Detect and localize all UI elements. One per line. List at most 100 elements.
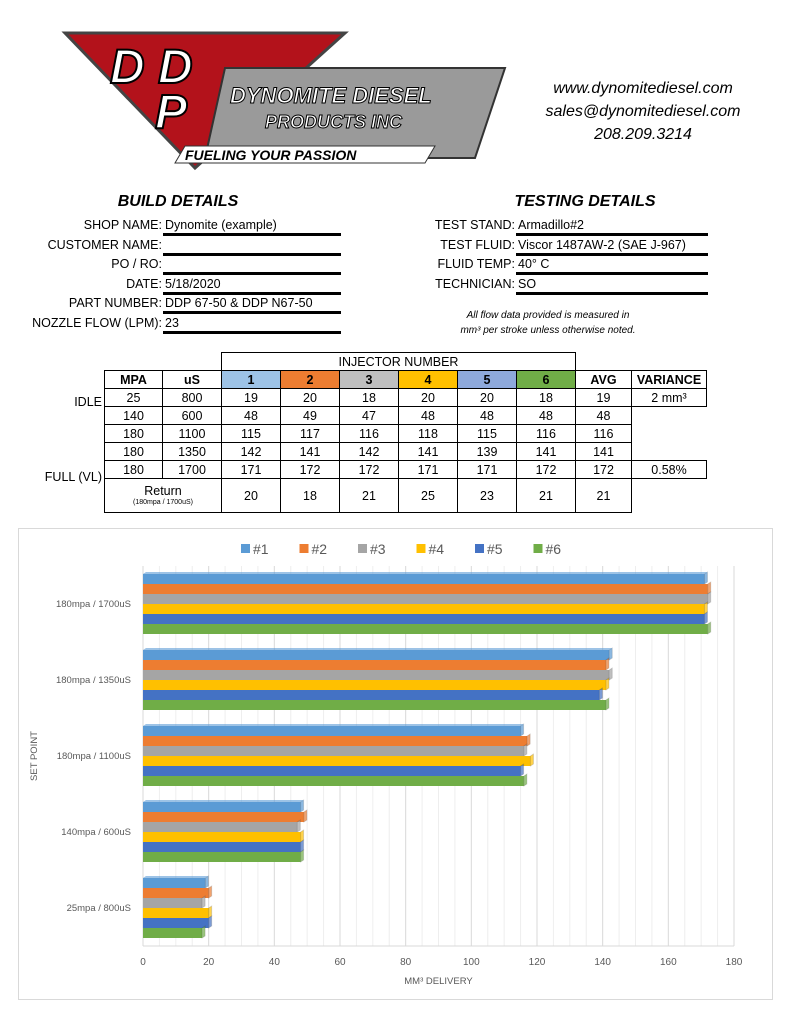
bar-injector-3 bbox=[143, 746, 524, 756]
table-cell: 116 bbox=[516, 424, 576, 443]
bar-injector-6 bbox=[143, 624, 708, 634]
build-field-value: DDP 67-50 & DDP N67-50 bbox=[165, 296, 313, 311]
legend-swatch bbox=[475, 544, 484, 553]
legend-swatch bbox=[416, 544, 426, 553]
table-cell: 141 bbox=[516, 442, 576, 461]
return-cell: 20 bbox=[221, 478, 281, 513]
legend-label: #1 bbox=[253, 541, 269, 557]
table-row: 180 1700 171 172 172 171 171 172 172 0.58% bbox=[104, 460, 707, 479]
table-cell: 19 bbox=[221, 388, 281, 407]
table-cell: 141 bbox=[575, 442, 632, 461]
table-cell: 180 bbox=[104, 460, 163, 479]
bar-injector-5 bbox=[143, 766, 521, 776]
bar-side bbox=[303, 809, 308, 823]
x-tick-label: 180 bbox=[726, 957, 743, 968]
email-link[interactable]: sales@dynomitediesel.com bbox=[545, 103, 741, 120]
table-cell: 1700 bbox=[162, 460, 222, 479]
bar-injector-4 bbox=[143, 908, 209, 918]
x-tick-label: 100 bbox=[463, 957, 480, 968]
bar-injector-2 bbox=[143, 660, 606, 670]
table-cell: 142 bbox=[221, 442, 281, 461]
legend-swatch bbox=[241, 544, 250, 553]
table-cell: 171 bbox=[398, 460, 458, 479]
bar-injector-6 bbox=[143, 776, 524, 786]
table-cell: 48 bbox=[516, 406, 576, 425]
table-cell: 116 bbox=[575, 424, 632, 443]
table-cell: 20 bbox=[280, 388, 340, 407]
website-link[interactable]: www.dynomitediesel.com bbox=[553, 80, 733, 97]
test-field-label: TEST STAND: bbox=[434, 218, 515, 232]
x-tick-label: 20 bbox=[203, 957, 215, 968]
table-row: 140 600 48 49 47 48 48 48 48 bbox=[104, 406, 707, 425]
bar-side bbox=[703, 571, 708, 585]
return-cell: 21 bbox=[516, 478, 576, 513]
build-field-label: CUSTOMER NAME: bbox=[47, 237, 162, 252]
x-axis-title: MM³ DELIVERY bbox=[404, 976, 473, 987]
return-row: Return (180mpa / 1700uS) 20 18 21 25 23 21 21 bbox=[104, 478, 707, 513]
bar-injector-1 bbox=[143, 802, 301, 812]
build-field-label: DATE: bbox=[126, 276, 162, 291]
bar-side bbox=[208, 915, 213, 929]
bar-injector-2 bbox=[143, 584, 708, 594]
test-field-value: Armadillo#2 bbox=[518, 218, 585, 232]
injector-number-header: INJECTOR NUMBER bbox=[221, 352, 576, 371]
svg-text:FUELING YOUR PASSION: FUELING YOUR PASSION bbox=[185, 147, 357, 163]
bar-side bbox=[707, 591, 712, 605]
table-cell: 115 bbox=[457, 424, 517, 443]
table-cell: 180 bbox=[104, 442, 163, 461]
legend-label: #2 bbox=[312, 541, 328, 557]
bar-injector-6 bbox=[143, 852, 301, 862]
test-field-label: TEST FLUID: bbox=[440, 237, 515, 252]
bar-top bbox=[143, 648, 613, 650]
return-label: Return bbox=[144, 483, 182, 498]
bar-injector-1 bbox=[143, 574, 705, 584]
table-cell: 172 bbox=[280, 460, 340, 479]
underline bbox=[163, 291, 341, 295]
table-row: 25 800 19 20 18 20 20 18 19 2 mm³ bbox=[104, 388, 707, 407]
legend-swatch bbox=[533, 544, 543, 553]
bar-injector-5 bbox=[143, 614, 705, 624]
build-field-label: SHOP NAME: bbox=[83, 218, 162, 232]
bar-side bbox=[598, 687, 603, 701]
table-cell: 116 bbox=[339, 424, 399, 443]
bar-side bbox=[300, 849, 305, 863]
bar-side bbox=[520, 723, 525, 737]
column-header: 6 bbox=[516, 370, 576, 389]
svg-text:PRODUCTS INC: PRODUCTS INC bbox=[265, 112, 403, 132]
bar-side bbox=[204, 875, 209, 889]
underline bbox=[163, 311, 341, 315]
column-header: AVG bbox=[575, 370, 632, 389]
category-label: 180mpa / 1700uS bbox=[56, 599, 131, 610]
bar-side bbox=[608, 667, 613, 681]
category-label: 180mpa / 1350uS bbox=[56, 675, 131, 686]
build-field-label: PO / RO: bbox=[111, 257, 162, 272]
table-cell: 140 bbox=[104, 406, 163, 425]
bar-side bbox=[707, 621, 712, 635]
underline bbox=[516, 291, 708, 295]
flow-bar-chart: 0 20 40 60 80 100 120 140 160 180 180mpa / 1700uS 1… bbox=[29, 541, 743, 987]
test-field-value: 40° C bbox=[518, 257, 550, 272]
row-label-full: FULL (VL) bbox=[44, 470, 102, 484]
table-cell: 47 bbox=[339, 406, 399, 425]
return-cell: 25 bbox=[398, 478, 458, 513]
bar-injector-4 bbox=[143, 756, 531, 766]
svg-text:P: P bbox=[155, 86, 188, 139]
table-cell: 600 bbox=[162, 406, 222, 425]
underline bbox=[516, 252, 708, 256]
bar-side bbox=[526, 733, 531, 747]
table-cell: 25 bbox=[104, 388, 163, 407]
underline bbox=[516, 272, 708, 276]
underline bbox=[516, 233, 708, 236]
x-tick-label: 0 bbox=[140, 957, 146, 968]
bar-top bbox=[143, 876, 209, 878]
bar-side bbox=[523, 743, 528, 757]
bar-side bbox=[520, 763, 525, 777]
bar-injector-2 bbox=[143, 888, 209, 898]
bar-side bbox=[703, 611, 708, 625]
return-label-cell: Return (180mpa / 1700uS) bbox=[104, 478, 222, 513]
build-details-heading: BUILD DETAILS bbox=[117, 193, 239, 210]
x-tick-label: 140 bbox=[594, 957, 611, 968]
ddp-logo: D D P DYNOMITE DIESEL PRODUCTS INC FUELI… bbox=[61, 31, 507, 171]
column-header: 2 bbox=[280, 370, 340, 389]
